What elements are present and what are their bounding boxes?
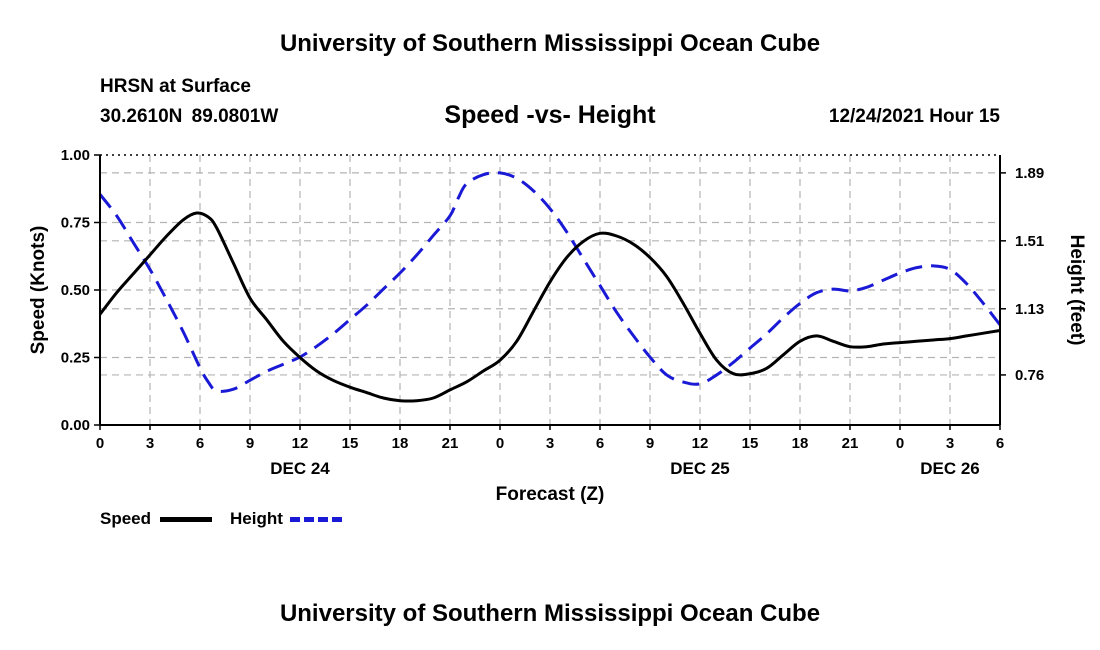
footer-title: University of Southern Mississippi Ocean… bbox=[279, 600, 821, 627]
x-tick-label: 15 bbox=[342, 435, 359, 452]
day-label: DEC 26 bbox=[920, 459, 980, 478]
x-tick-label: 3 bbox=[546, 435, 554, 452]
y2-tick-label: 0.76 bbox=[1015, 367, 1044, 384]
x-tick-label: 21 bbox=[842, 435, 859, 452]
x-tick-label: 0 bbox=[96, 435, 104, 452]
y2-tick-label: 1.13 bbox=[1015, 301, 1044, 318]
y2-axis-label: Height (feet) bbox=[1066, 235, 1087, 346]
x-tick-label: 6 bbox=[596, 435, 604, 452]
page-title: University of Southern Mississippi Ocean… bbox=[279, 30, 821, 57]
height-series-line bbox=[98, 171, 1002, 394]
station-coordinates: 30.2610N 89.0801W bbox=[100, 106, 279, 127]
x-axis-label: Forecast (Z) bbox=[496, 484, 605, 505]
y-axis-label: Speed (Knots) bbox=[28, 226, 49, 355]
x-tick-label: 3 bbox=[946, 435, 954, 452]
x-tick-label: 0 bbox=[496, 435, 504, 452]
y2-tick-label: 1.51 bbox=[1015, 233, 1044, 250]
y-tick-label: 1.00 bbox=[61, 147, 90, 164]
x-tick-label: 9 bbox=[646, 435, 654, 452]
y-tick-label: 0.00 bbox=[61, 417, 90, 434]
x-tick-label: 15 bbox=[742, 435, 759, 452]
y2-tick-label: 1.89 bbox=[1015, 165, 1044, 182]
x-tick-label: 18 bbox=[792, 435, 809, 452]
x-tick-label: 18 bbox=[392, 435, 409, 452]
day-label: DEC 25 bbox=[670, 459, 730, 478]
station-name: HRSN at Surface bbox=[100, 76, 251, 97]
legend-speed-swatch bbox=[160, 517, 212, 522]
series-layer bbox=[98, 171, 1002, 403]
y-tick-label: 0.25 bbox=[61, 350, 90, 367]
axes bbox=[94, 154, 1006, 430]
x-tick-label: 6 bbox=[196, 435, 204, 452]
legend-height-swatch bbox=[290, 517, 342, 522]
y-tick-label: 0.50 bbox=[61, 282, 90, 299]
day-label: DEC 24 bbox=[270, 459, 330, 478]
speed-series-line bbox=[98, 211, 1001, 403]
x-tick-label: 12 bbox=[292, 435, 309, 452]
x-tick-label: 3 bbox=[146, 435, 154, 452]
x-tick-label: 21 bbox=[442, 435, 459, 452]
legend-height-label: Height bbox=[230, 509, 283, 528]
y-tick-label: 0.75 bbox=[61, 215, 90, 232]
grid bbox=[100, 155, 1000, 425]
x-tick-label: 12 bbox=[692, 435, 709, 452]
x-tick-label: 0 bbox=[896, 435, 904, 452]
chart-title: Speed -vs- Height bbox=[444, 101, 656, 129]
x-tick-label: 9 bbox=[246, 435, 254, 452]
legend-speed-label: Speed bbox=[100, 509, 152, 528]
forecast-timestamp: 12/24/2021 Hour 15 bbox=[828, 106, 1000, 127]
tick-labels: 0 3 6 9 12 15 18 21 0 3 6 9 12 15 18 21 0 3 6 DEC 24 DEC 25 D… bbox=[61, 147, 1044, 478]
x-tick-label: 6 bbox=[996, 435, 1004, 452]
